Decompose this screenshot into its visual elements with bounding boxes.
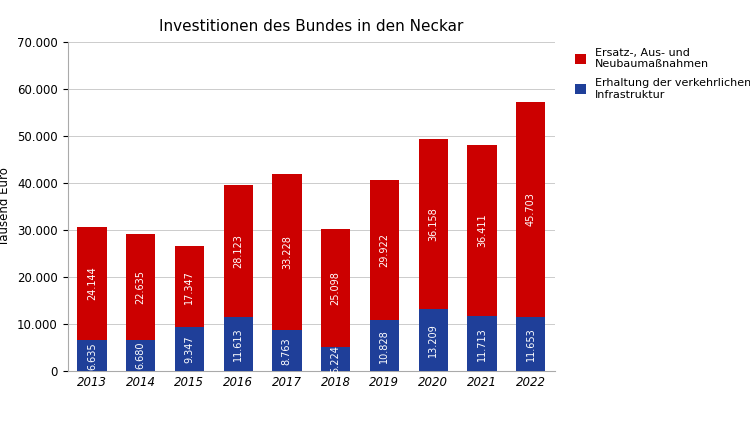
Text: 22.635: 22.635 bbox=[136, 270, 146, 304]
Bar bbox=[321, 229, 350, 347]
Bar bbox=[467, 145, 496, 316]
Bar bbox=[224, 317, 253, 371]
Bar bbox=[467, 316, 496, 371]
Text: 36.158: 36.158 bbox=[428, 207, 438, 241]
Legend: Ersatz-, Aus- und
Neubaumaßnahmen, Erhaltung der verkehrlichen
Infrastruktur: Ersatz-, Aus- und Neubaumaßnahmen, Erhal… bbox=[575, 48, 750, 100]
Bar bbox=[272, 330, 302, 371]
Text: 9.347: 9.347 bbox=[184, 335, 194, 363]
Text: 6.680: 6.680 bbox=[136, 342, 146, 369]
Text: 10.828: 10.828 bbox=[380, 329, 389, 363]
Text: 6.635: 6.635 bbox=[87, 342, 97, 370]
Text: 13.209: 13.209 bbox=[428, 323, 438, 357]
Text: 17.347: 17.347 bbox=[184, 270, 194, 303]
Text: 8.763: 8.763 bbox=[282, 337, 292, 365]
Bar bbox=[77, 227, 106, 340]
Bar bbox=[370, 320, 399, 371]
Bar bbox=[516, 102, 545, 316]
Bar bbox=[370, 180, 399, 320]
Bar bbox=[126, 340, 155, 371]
Bar bbox=[272, 174, 302, 330]
Bar bbox=[516, 316, 545, 371]
Text: 29.922: 29.922 bbox=[380, 233, 389, 267]
Bar bbox=[419, 309, 448, 371]
Text: 36.411: 36.411 bbox=[477, 214, 487, 247]
Bar bbox=[175, 246, 204, 327]
Text: 11.713: 11.713 bbox=[477, 327, 487, 361]
Bar bbox=[175, 327, 204, 371]
Bar bbox=[321, 347, 350, 371]
Text: 11.613: 11.613 bbox=[233, 327, 243, 361]
Bar bbox=[126, 233, 155, 340]
Text: 33.228: 33.228 bbox=[282, 235, 292, 269]
Text: 24.144: 24.144 bbox=[87, 267, 97, 300]
Bar bbox=[419, 139, 448, 309]
Y-axis label: Tausend Euro: Tausend Euro bbox=[0, 168, 11, 246]
Title: Investitionen des Bundes in den Neckar: Investitionen des Bundes in den Neckar bbox=[159, 19, 464, 34]
Bar bbox=[224, 184, 253, 317]
Text: 28.123: 28.123 bbox=[233, 234, 243, 268]
Text: 25.098: 25.098 bbox=[331, 271, 340, 305]
Text: 5.224: 5.224 bbox=[331, 345, 340, 373]
Text: 11.653: 11.653 bbox=[526, 327, 536, 361]
Bar bbox=[77, 340, 106, 371]
Text: 45.703: 45.703 bbox=[526, 192, 536, 226]
